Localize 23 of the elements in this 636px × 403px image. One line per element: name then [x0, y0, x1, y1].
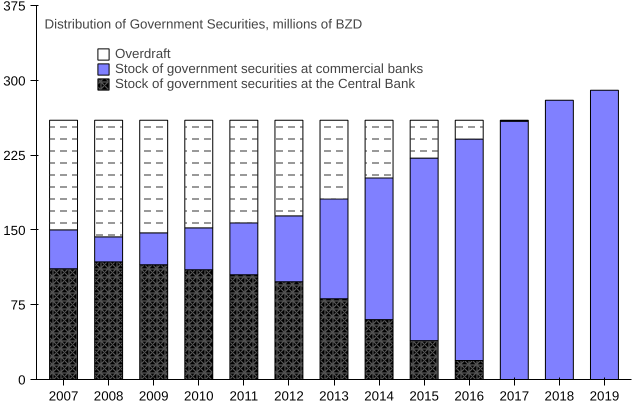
legend-label: Overdraft: [115, 46, 171, 61]
text: Distribution of Government Securities, millions of BZD: [44, 16, 362, 32]
x-tick-label: 2011: [230, 388, 258, 403]
x-tick-label: 2010: [184, 388, 214, 403]
x-tick-label: 2013: [319, 388, 349, 403]
y-tick-label: 75: [10, 298, 26, 313]
legend-label: Stock of government securities at the Central Bank: [115, 76, 416, 91]
x-tick-label: 2015: [409, 388, 439, 403]
y-tick-label: 0: [18, 372, 26, 388]
legend-label: Stock of government securities at commercial banks: [115, 61, 424, 76]
y-tick-label: 150: [3, 222, 26, 238]
x-tick-label: 2014: [364, 388, 394, 403]
x-tick-label: 2008: [94, 388, 124, 403]
x-tick-label: 2007: [48, 388, 78, 403]
x-tick-label: 2019: [590, 388, 620, 403]
x-tick-label: 2016: [454, 388, 484, 403]
y-tick-label: 300: [3, 73, 26, 88]
x-tick-label: 2018: [544, 388, 574, 403]
y-tick-label: 375: [3, 0, 26, 14]
x-tick-label: 2009: [138, 388, 169, 403]
x-tick-label: 2012: [274, 388, 304, 403]
x-tick-label: 2017: [499, 388, 530, 403]
y-tick-label: 225: [3, 148, 26, 164]
